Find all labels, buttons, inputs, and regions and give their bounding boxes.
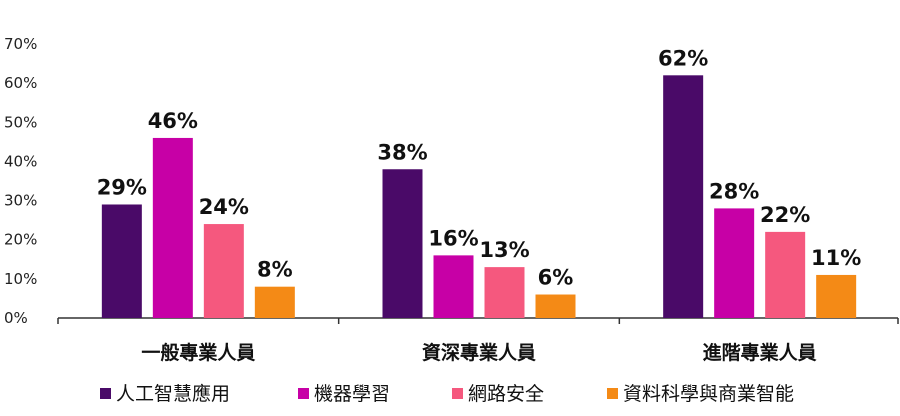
data-label: 24% [199,195,249,219]
y-tick-label: 60% [4,74,37,92]
data-label: 13% [479,238,529,262]
x-category-label: 一般專業人員 [141,341,255,364]
data-label: 29% [97,175,147,199]
y-tick-label: 30% [4,192,37,210]
bar [203,224,244,318]
legend-label: 機器學習 [314,383,390,405]
data-label: 8% [257,258,293,282]
data-label: 38% [377,140,427,164]
bar [382,169,423,318]
data-label: 16% [428,226,478,250]
legend-swatch [452,388,463,399]
bar [816,274,857,318]
bar [152,137,193,318]
bars [101,75,857,318]
bar [101,204,142,318]
legend-label: 網路安全 [468,383,544,405]
data-label: 11% [811,246,861,270]
bar [663,75,704,318]
y-tick-label: 50% [4,113,37,131]
data-label: 46% [148,109,198,133]
legend-swatch [607,388,618,399]
data-label: 6% [538,266,574,290]
data-labels: 29% 46% 24% 8% 38% 16% 13% 6% 62% 28%22%11% [97,46,862,289]
y-tick-label: 20% [4,231,37,249]
x-category-label: 進階專業人員 [703,341,817,364]
y-tick-label: 70% [4,35,37,53]
bar [433,255,474,318]
legend-swatch [100,388,111,399]
legend-swatch [298,388,309,399]
bar [765,231,806,318]
bar [254,286,295,318]
y-axis: 0% 10% 20% 30% 40% 50% 60% 70% [4,35,37,327]
y-tick-label: 10% [4,270,37,288]
y-tick-label: 40% [4,152,37,170]
bar [714,208,755,318]
legend-label: 人工智慧應用 [116,382,230,405]
x-category-label: 資深專業人員 [422,341,536,364]
data-label: 22% [760,203,810,227]
bar [484,267,525,318]
data-label: 28% [709,179,759,203]
legend-label: 資料科學與商業智能 [623,383,794,405]
legend: 人工智慧應用 機器學習 網路安全 資料科學與商業智能 [100,382,794,405]
data-label: 62% [658,46,708,70]
y-tick-label: 0% [4,309,28,327]
bar [535,294,576,318]
x-axis: 一般專業人員 資深專業人員 進階專業人員 [57,317,899,364]
